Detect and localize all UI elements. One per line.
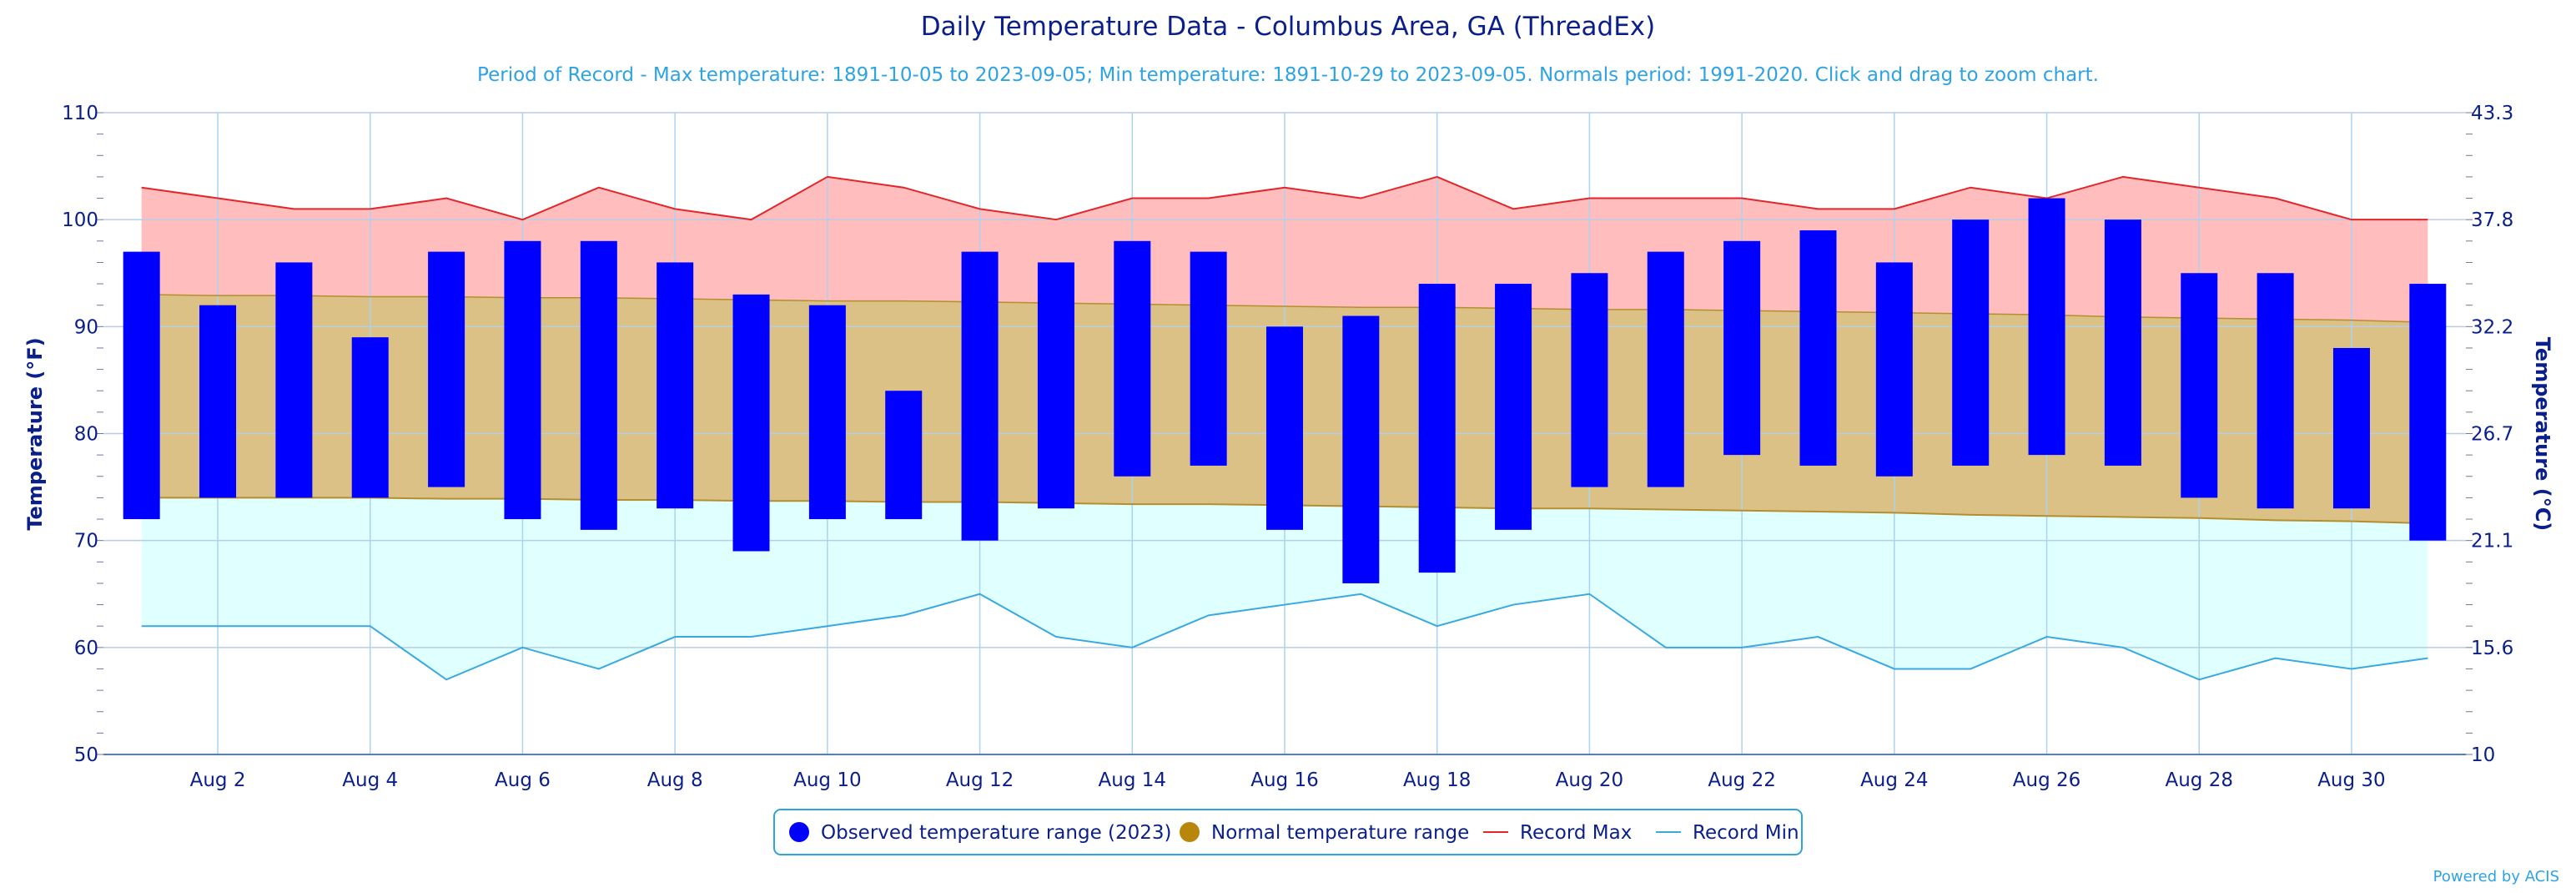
y-tick-label-right: 26.7 xyxy=(2471,424,2513,446)
legend-item-observed[interactable]: Observed temperature range (2023) xyxy=(789,822,1172,844)
legend-item-normal-label: Normal temperature range xyxy=(1211,822,1469,844)
x-tick-label: Aug 10 xyxy=(793,769,862,791)
observed-range-bar[interactable] xyxy=(2181,273,2218,498)
x-tick-label: Aug 24 xyxy=(1860,769,1929,791)
legend-box xyxy=(773,809,1803,855)
observed-range-bar[interactable] xyxy=(1799,230,1837,466)
observed-range-bar[interactable] xyxy=(1875,262,1913,477)
observed-range-bar[interactable] xyxy=(580,240,617,530)
x-tick-label: Aug 20 xyxy=(1556,769,1624,791)
observed-range-bar[interactable] xyxy=(1952,219,1990,466)
observed-range-bar[interactable] xyxy=(123,251,160,520)
observed-range-bar[interactable] xyxy=(2409,284,2447,541)
chart-title: Daily Temperature Data - Columbus Area, … xyxy=(921,12,1655,42)
x-tick-label: Aug 14 xyxy=(1099,769,1167,791)
x-tick-label: Aug 2 xyxy=(190,769,246,791)
x-tick-label: Aug 22 xyxy=(1708,769,1776,791)
y-tick-label-left: 70 xyxy=(74,531,98,552)
observed-range-bar[interactable] xyxy=(732,294,770,552)
x-tick-label: Aug 30 xyxy=(2317,769,2386,791)
observed-range-bar[interactable] xyxy=(961,251,999,541)
y-tick-label-right: 43.3 xyxy=(2471,103,2513,124)
x-tick-label: Aug 28 xyxy=(2166,769,2234,791)
observed-range-bar[interactable] xyxy=(1723,240,1761,456)
y-tick-label-left: 110 xyxy=(62,103,98,124)
observed-range-bar[interactable] xyxy=(1342,315,1380,583)
legend-item-record-min-label: Record Min xyxy=(1693,822,1799,844)
y-tick-label-left: 50 xyxy=(74,744,98,766)
y-axis-title-left: Temperature (°F) xyxy=(23,337,47,530)
observed-range-bar[interactable] xyxy=(275,262,313,498)
y-tick-label-right: 15.6 xyxy=(2471,638,2513,659)
y-tick-label-right: 37.8 xyxy=(2471,209,2513,231)
observed-range-bar[interactable] xyxy=(2257,273,2294,509)
observed-range-bar[interactable] xyxy=(1190,251,1227,466)
y-axis-title-right: Temperature (°C) xyxy=(2531,337,2554,532)
y-tick-label-right: 32.2 xyxy=(2471,316,2513,338)
x-tick-label: Aug 4 xyxy=(342,769,398,791)
observed-range-bar[interactable] xyxy=(1418,284,1456,573)
legend-item-record-min[interactable]: Record Min xyxy=(1656,822,1799,844)
observed-range-bar[interactable] xyxy=(1647,251,1684,487)
legend-item-record-max-label: Record Max xyxy=(1520,822,1632,844)
observed-range-bar[interactable] xyxy=(2028,198,2065,456)
y-tick-label-left: 60 xyxy=(74,638,98,659)
observed-range-bar[interactable] xyxy=(2104,219,2141,466)
observed-range-bar[interactable] xyxy=(1037,262,1074,509)
observed-range-bar[interactable] xyxy=(351,337,389,498)
chart-subtitle: Period of Record - Max temperature: 1891… xyxy=(477,64,2099,86)
observed-range-bar[interactable] xyxy=(428,251,465,487)
observed-range-bar[interactable] xyxy=(1266,326,1303,530)
legend-item-normal-symbol xyxy=(1180,822,1200,842)
record-max-line[interactable] xyxy=(141,175,2428,221)
y-tick-label-left: 90 xyxy=(74,316,98,338)
legend-item-observed-symbol xyxy=(789,822,809,842)
observed-range-bar[interactable] xyxy=(1114,240,1151,477)
legend-item-normal[interactable]: Normal temperature range xyxy=(1180,822,1469,844)
observed-range-bar[interactable] xyxy=(808,305,846,520)
observed-range-bar[interactable] xyxy=(1571,273,1608,487)
observed-range-bar[interactable] xyxy=(657,262,694,509)
y-tick-label-right: 21.1 xyxy=(2471,531,2513,552)
observed-range-bar[interactable] xyxy=(2332,347,2370,509)
legend-item-observed-label: Observed temperature range (2023) xyxy=(821,822,1172,844)
x-tick-label: Aug 12 xyxy=(946,769,1014,791)
y-tick-label-left: 100 xyxy=(62,209,98,231)
legend-item-record-max[interactable]: Record Max xyxy=(1483,822,1632,844)
credits-link[interactable]: Powered by ACIS xyxy=(2433,868,2559,885)
record-min-line[interactable] xyxy=(141,593,2428,681)
y-tick-label-left: 80 xyxy=(74,424,98,446)
observed-range-bar[interactable] xyxy=(885,391,923,520)
x-tick-label: Aug 6 xyxy=(495,769,551,791)
y-tick-label-right: 10 xyxy=(2471,744,2495,766)
x-tick-label: Aug 8 xyxy=(647,769,703,791)
x-tick-label: Aug 16 xyxy=(1250,769,1319,791)
x-tick-label: Aug 18 xyxy=(1403,769,1472,791)
observed-range-bar[interactable] xyxy=(1495,284,1532,530)
x-tick-label: Aug 26 xyxy=(2013,769,2081,791)
plot-area[interactable]: 50 10 60 15.6 70 21.1 80 26.7 90 32.2 100 37.8 110 43… xyxy=(62,103,2513,791)
observed-range-bar[interactable] xyxy=(199,305,237,498)
observed-range-bar[interactable] xyxy=(504,240,541,520)
legend: Observed temperature range (2023) Normal … xyxy=(773,809,1803,855)
